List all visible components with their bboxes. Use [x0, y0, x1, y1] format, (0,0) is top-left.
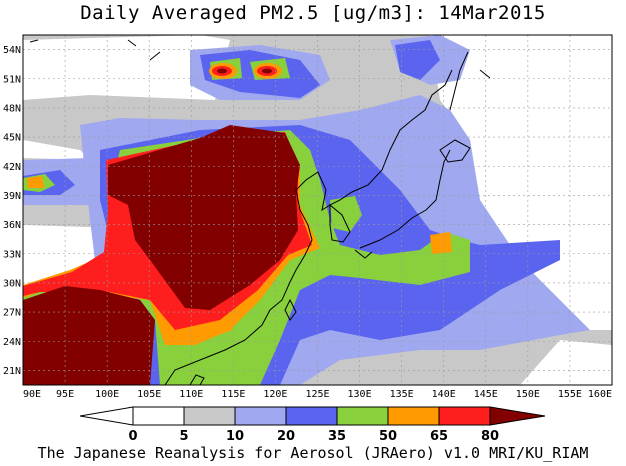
pm25-level-gt80-north-b [262, 68, 272, 74]
x-tick-label: 150E [516, 389, 540, 400]
x-tick-label: 90E [23, 389, 41, 400]
map-grid [23, 35, 612, 385]
y-tick-label: 27N [3, 308, 21, 319]
x-tick-label: 140E [432, 389, 456, 400]
x-tick-label: 100E [95, 389, 119, 400]
colorbar-label: 35 [328, 429, 346, 444]
x-tick-label: 160E [588, 389, 612, 400]
x-tick-label: 155E [558, 389, 582, 400]
pm25-level-gt80-southwest [23, 286, 155, 385]
y-tick-label: 42N [3, 162, 21, 173]
pm25-clean-area-northeast [430, 35, 612, 330]
pm25-level-gt80-north-china [108, 125, 300, 310]
x-tick-label: 120E [263, 389, 287, 400]
colorbar-label: 5 [179, 429, 188, 444]
x-tick-label: 110E [179, 389, 203, 400]
colorbar-arrow-low [79, 406, 134, 426]
colorbar-segment-65-80 [438, 406, 491, 426]
colorbar-segment-0-5 [132, 406, 185, 426]
colorbar-label: 50 [379, 429, 397, 444]
colorbar-segment-35-50 [336, 406, 389, 426]
coast-hokkaido [439, 139, 471, 163]
colorbar-segment-20-35 [285, 406, 338, 426]
colorbar-segment-50-65 [387, 406, 440, 426]
pm25-clean-area-west [23, 140, 90, 160]
coast-taiwan [284, 298, 297, 321]
x-tick-label: 95E [56, 389, 74, 400]
y-tick-label: 39N [3, 191, 21, 202]
y-tick-label: 36N [3, 220, 21, 231]
pm25-level-50-65-west [27, 176, 44, 188]
x-tick-label: 125E [305, 389, 329, 400]
colorbar-label: 65 [430, 429, 448, 444]
colorbar-segment-5-10 [183, 406, 236, 426]
y-tick-label: 51N [3, 74, 21, 85]
y-tick-label: 21N [3, 366, 21, 377]
colorbar-labels: 0 5 10 20 35 50 65 80 [128, 429, 499, 444]
map-title: Daily Averaged PM2.5 [ug/m3]: 14Mar2015 [80, 2, 546, 24]
pm25-level-35-50-korea [330, 196, 362, 232]
pm25-level-50-65-east [430, 232, 452, 254]
y-tick-label: 54N [3, 45, 21, 56]
coast-sakhalin [449, 51, 469, 111]
concentration-field [23, 35, 612, 385]
colorbar-label: 10 [226, 429, 244, 444]
y-axis-ticks: 21N 24N 27N 30N 33N 36N 39N 42N 45N 48N 51N 54N [3, 45, 21, 377]
x-axis-ticks: 90E 95E 100E 105E 110E 115E 120E 125E 130E 135E 14… [23, 389, 612, 400]
coast-honshu [359, 149, 451, 249]
pm25-clean-area-northwest [23, 35, 230, 100]
map-footer: The Japanese Reanalysis for Aerosol (JRA… [37, 444, 589, 462]
x-tick-label: 135E [390, 389, 414, 400]
pm25-clean-area-southeast [520, 340, 612, 385]
pm25-level-20-35-northeast [395, 40, 440, 80]
y-tick-label: 48N [3, 103, 21, 114]
pm25-level-gt80-north-a [217, 68, 227, 74]
colorbar [79, 406, 546, 426]
coast-lakes [29, 39, 491, 79]
colorbar-segment-10-20 [234, 406, 287, 426]
coast-mainland [164, 69, 453, 385]
colorbar-label: 80 [481, 429, 499, 444]
coast-hainan [189, 374, 205, 385]
y-tick-label: 24N [3, 337, 21, 348]
colorbar-label: 20 [277, 429, 295, 444]
colorbar-arrow-high [489, 406, 546, 426]
map-frame [22, 34, 613, 386]
x-tick-label: 115E [221, 389, 245, 400]
x-tick-label: 145E [474, 389, 498, 400]
coastlines [29, 39, 491, 385]
coast-kyushu [354, 249, 373, 259]
y-tick-label: 33N [3, 249, 21, 260]
y-tick-label: 30N [3, 278, 21, 289]
colorbar-label: 0 [128, 429, 137, 444]
x-tick-label: 130E [348, 389, 372, 400]
coast-korea [329, 203, 351, 243]
y-tick-label: 45N [3, 133, 21, 144]
x-tick-label: 105E [137, 389, 161, 400]
